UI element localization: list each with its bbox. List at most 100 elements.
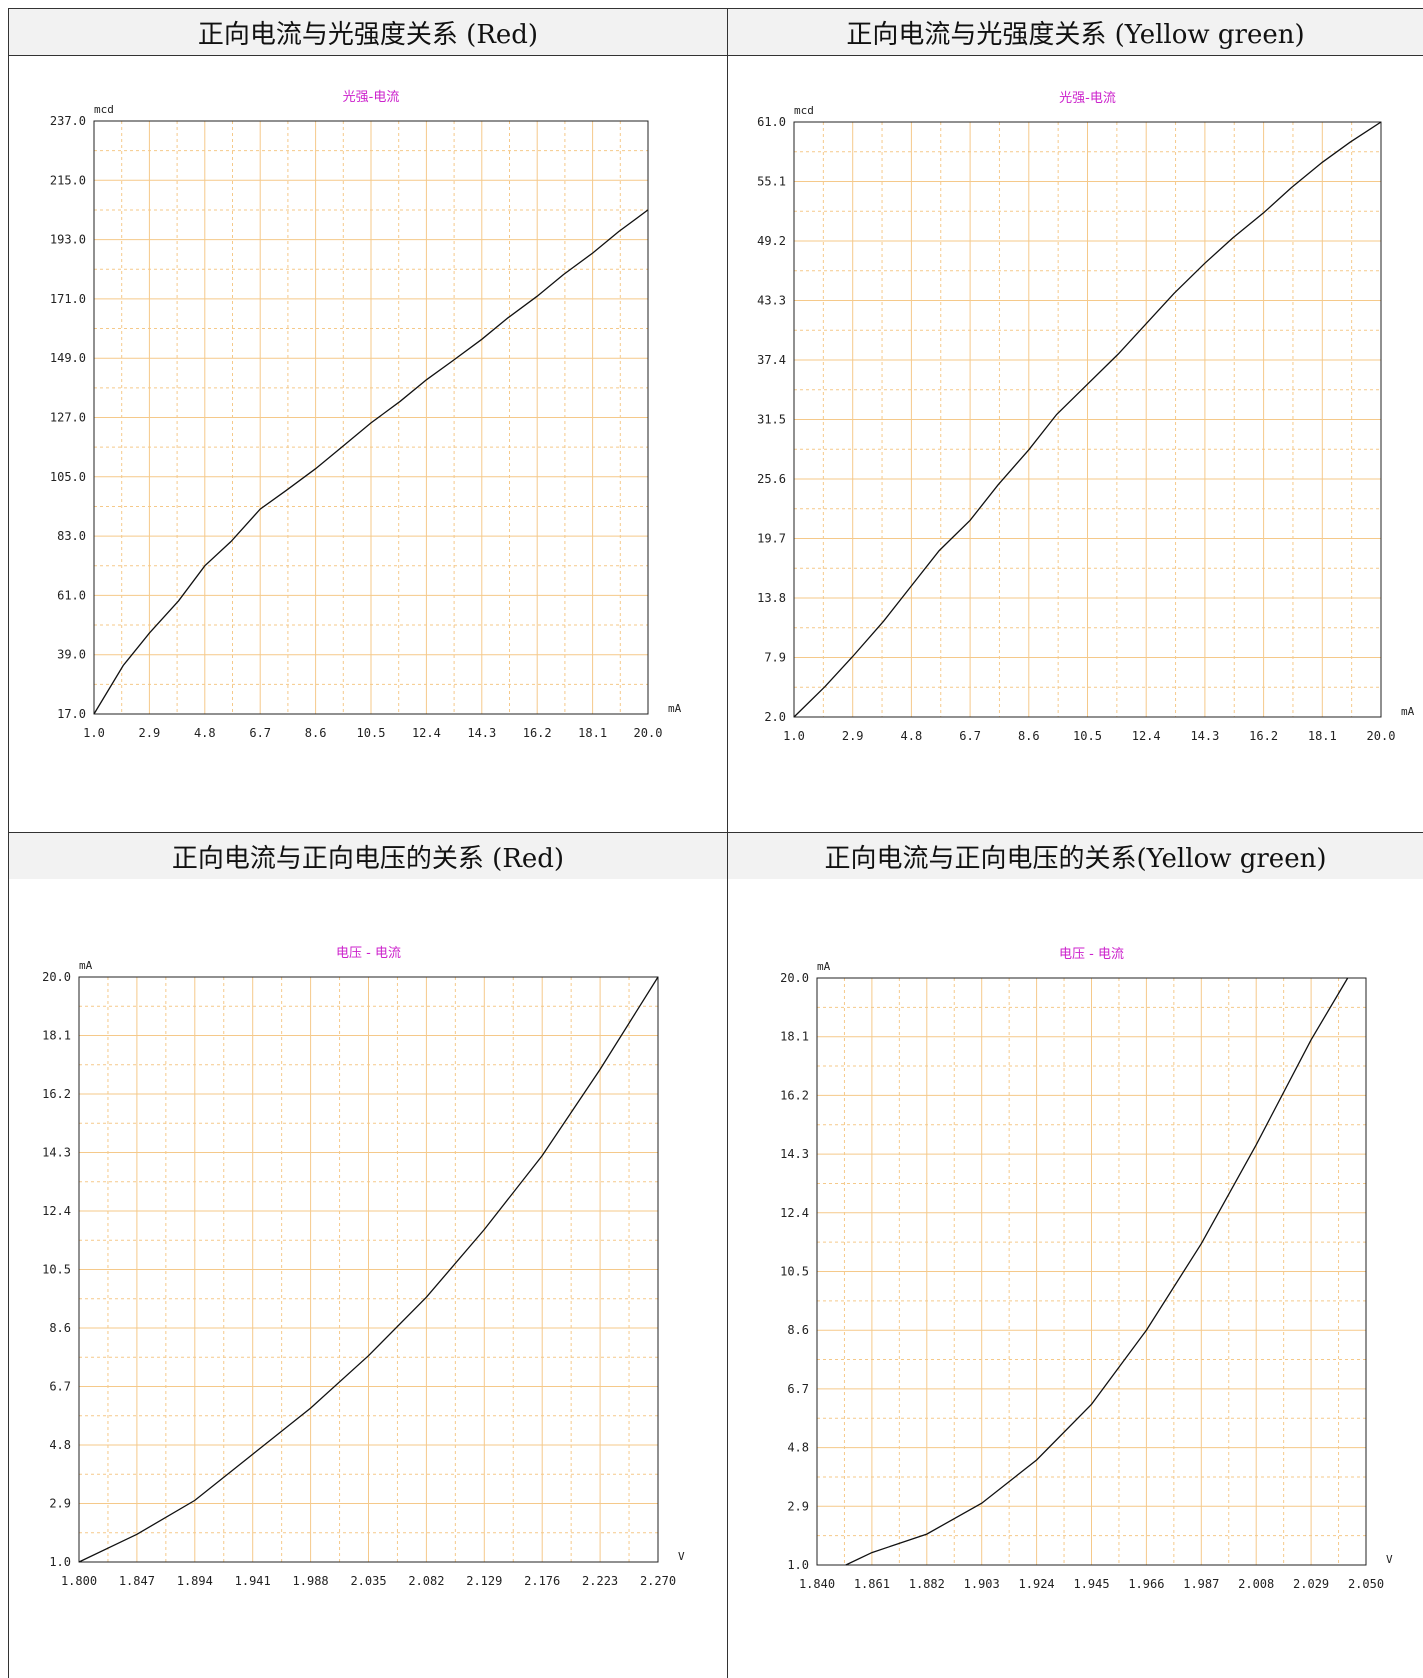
x-tick-label: 4.8: [901, 729, 923, 743]
table-row-divider: [8, 832, 1423, 833]
y-tick-label: 18.1: [42, 1029, 71, 1043]
y-tick-label: 19.7: [757, 532, 786, 546]
y-tick-label: 6.7: [787, 1382, 809, 1396]
x-tick-label: 6.7: [249, 726, 271, 740]
x-tick-label: 2.029: [1293, 1577, 1329, 1591]
y-tick-label: 16.2: [780, 1088, 809, 1102]
y-tick-label: 61.0: [757, 115, 786, 129]
y-tick-label: 12.4: [780, 1206, 809, 1220]
y-tick-label: 4.8: [787, 1441, 809, 1455]
x-tick-label: 1.0: [83, 726, 105, 740]
x-tick-label: 12.4: [412, 726, 441, 740]
y-tick-label: 1.0: [787, 1558, 809, 1572]
series-line: [793, 121, 1382, 718]
y-tick-label: 2.9: [787, 1499, 809, 1513]
x-axis-unit: V: [1386, 1553, 1393, 1566]
y-tick-label: 12.4: [42, 1204, 71, 1218]
x-tick-label: 2.035: [350, 1574, 386, 1588]
y-tick-label: 171.0: [50, 292, 86, 306]
y-tick-label: 8.6: [787, 1323, 809, 1337]
x-tick-label: 1.861: [854, 1577, 890, 1591]
x-axis-unit: mA: [668, 702, 682, 715]
plot-frame: [93, 120, 649, 715]
y-axis-unit: mA: [817, 960, 831, 973]
x-tick-label: 1.941: [235, 1574, 271, 1588]
x-tick-label: 1.966: [1128, 1577, 1164, 1591]
x-tick-label: 2.176: [524, 1574, 560, 1588]
y-tick-label: 55.1: [757, 175, 786, 189]
panel-header-red-voltage: 正向电流与正向电压的关系 (Red): [9, 833, 727, 879]
y-axis-unit: mA: [79, 959, 93, 972]
y-tick-label: 2.9: [49, 1497, 71, 1511]
y-tick-label: 105.0: [50, 470, 86, 484]
plot-frame: [816, 977, 1367, 1566]
y-tick-label: 215.0: [50, 173, 86, 187]
x-tick-label: 6.7: [959, 729, 981, 743]
y-tick-label: 61.0: [57, 588, 86, 602]
x-tick-label: 20.0: [634, 726, 663, 740]
y-tick-label: 127.0: [50, 411, 86, 425]
y-tick-label: 16.2: [42, 1087, 71, 1101]
x-tick-label: 1.987: [1183, 1577, 1219, 1591]
y-axis-unit: mcd: [794, 104, 814, 117]
panel-header-yg-intensity: 正向电流与光强度关系 (Yellow green): [728, 9, 1423, 55]
x-tick-label: 2.9: [842, 729, 864, 743]
y-tick-label: 4.8: [49, 1438, 71, 1452]
y-tick-label: 39.0: [57, 648, 86, 662]
chart-title: 光强-电流: [1059, 91, 1116, 106]
y-tick-label: 6.7: [49, 1380, 71, 1394]
series-line: [78, 976, 659, 1563]
series-line: [845, 977, 1349, 1566]
y-tick-label: 2.0: [764, 710, 786, 724]
x-tick-label: 1.882: [909, 1577, 945, 1591]
x-tick-label: 1.0: [783, 729, 805, 743]
y-tick-label: 31.5: [757, 413, 786, 427]
x-axis-unit: V: [678, 1550, 685, 1563]
x-tick-label: 2.270: [640, 1574, 676, 1588]
x-tick-label: 18.1: [1308, 729, 1337, 743]
y-tick-label: 1.0: [49, 1555, 71, 1569]
x-tick-label: 2.129: [466, 1574, 502, 1588]
y-tick-label: 37.4: [757, 353, 786, 367]
plot-frame: [793, 121, 1382, 718]
x-tick-label: 16.2: [1249, 729, 1278, 743]
y-tick-label: 149.0: [50, 351, 86, 365]
y-tick-label: 193.0: [50, 233, 86, 247]
y-tick-label: 83.0: [57, 529, 86, 543]
x-tick-label: 1.800: [61, 1574, 97, 1588]
x-tick-label: 12.4: [1132, 729, 1161, 743]
y-tick-label: 14.3: [780, 1147, 809, 1161]
x-tick-label: 14.3: [467, 726, 496, 740]
y-tick-label: 10.5: [780, 1265, 809, 1279]
y-tick-label: 237.0: [50, 114, 86, 128]
table-column-divider: [727, 8, 728, 1678]
x-tick-label: 18.1: [578, 726, 607, 740]
chart-table: [8, 8, 1423, 1678]
x-tick-label: 8.6: [305, 726, 327, 740]
x-tick-label: 14.3: [1190, 729, 1219, 743]
x-tick-label: 10.5: [1073, 729, 1102, 743]
x-tick-label: 2.082: [408, 1574, 444, 1588]
x-tick-label: 10.5: [357, 726, 386, 740]
x-tick-label: 4.8: [194, 726, 216, 740]
chart-title: 光强-电流: [343, 90, 400, 105]
x-tick-label: 16.2: [523, 726, 552, 740]
y-tick-label: 8.6: [49, 1321, 71, 1335]
x-tick-label: 20.0: [1367, 729, 1396, 743]
y-tick-label: 7.9: [764, 651, 786, 665]
panel-header-yg-voltage: 正向电流与正向电压的关系(Yellow green): [728, 833, 1423, 879]
y-tick-label: 20.0: [42, 970, 71, 984]
x-tick-label: 1.894: [177, 1574, 213, 1588]
x-tick-label: 8.6: [1018, 729, 1040, 743]
x-tick-label: 1.840: [799, 1577, 835, 1591]
y-tick-label: 14.3: [42, 1146, 71, 1160]
table-row-divider: [8, 55, 1423, 56]
y-tick-label: 43.3: [757, 294, 786, 308]
chart-title: 电压 - 电流: [336, 946, 401, 961]
x-tick-label: 1.847: [119, 1574, 155, 1588]
y-tick-label: 10.5: [42, 1263, 71, 1277]
x-tick-label: 2.223: [582, 1574, 618, 1588]
y-tick-label: 18.1: [780, 1030, 809, 1044]
x-tick-label: 1.945: [1073, 1577, 1109, 1591]
